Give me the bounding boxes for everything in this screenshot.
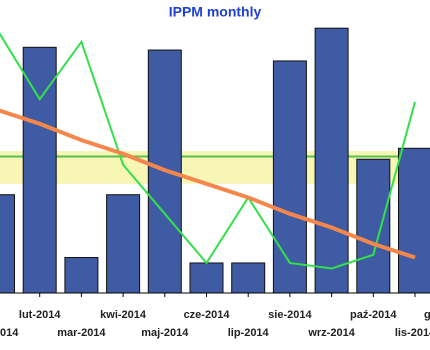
bar xyxy=(106,194,141,294)
chart-title: IPPM monthly xyxy=(169,4,262,20)
data-line xyxy=(0,32,416,270)
bar xyxy=(314,27,349,294)
x-tick-label: paź-2014 xyxy=(350,309,397,321)
x-tick-label: lip-2014 xyxy=(228,327,270,339)
x-tick-label: 014 xyxy=(0,327,19,339)
x-tick-label: maj-2014 xyxy=(141,327,189,339)
bar xyxy=(398,147,430,294)
x-tick-label: cze-2014 xyxy=(184,309,231,321)
x-tick-label: mar-2014 xyxy=(57,327,106,339)
bar xyxy=(272,60,307,294)
x-tick-label: g xyxy=(424,309,430,321)
x-tick-label: lis-2014 xyxy=(395,327,430,339)
bar xyxy=(189,262,224,294)
x-tick-label: wrz-2014 xyxy=(307,327,355,339)
bar xyxy=(356,158,391,294)
bar xyxy=(231,262,266,294)
trend-line xyxy=(0,108,416,260)
bar xyxy=(64,257,99,294)
x-tick-label: lut-2014 xyxy=(19,309,61,321)
x-tick-label: kwi-2014 xyxy=(100,309,147,321)
x-tick-label: sie-2014 xyxy=(268,309,312,321)
bar xyxy=(0,194,15,294)
